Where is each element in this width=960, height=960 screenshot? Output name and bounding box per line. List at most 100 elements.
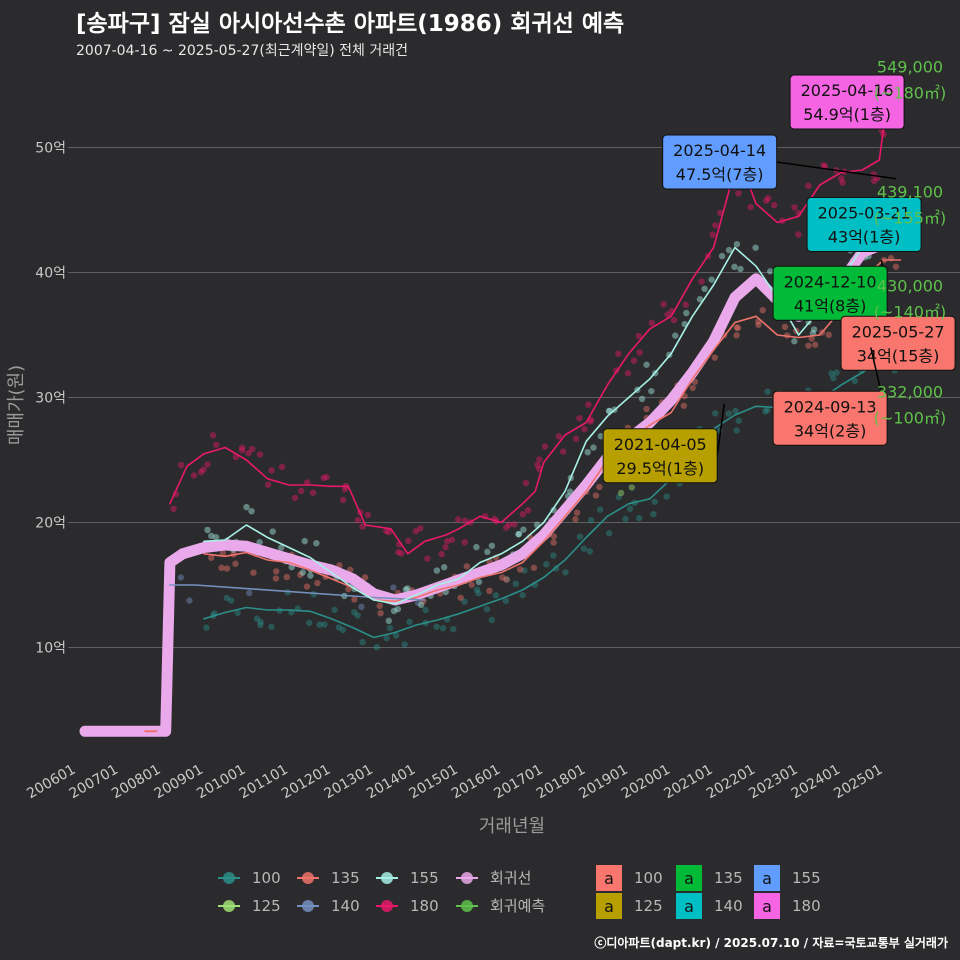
scatter-point (648, 387, 655, 395)
series-line-180 (169, 85, 898, 555)
callout-date: 2024-12-10 (784, 272, 877, 291)
series-line-regression (79, 229, 898, 737)
scatter-point (204, 461, 211, 468)
scatter-point (732, 407, 739, 415)
scatter-point (747, 203, 754, 211)
scatter-point (617, 489, 625, 497)
legend-box-glyph: a (684, 869, 694, 888)
scatter-point (651, 498, 659, 505)
scatter-point (810, 326, 818, 333)
legend-label: 100 (252, 869, 281, 887)
scatter-point (422, 606, 429, 614)
callout-price: 54.9억(1층) (803, 105, 891, 124)
scatter-point (463, 563, 471, 570)
scatter-point (278, 463, 286, 471)
scatter-point (248, 507, 255, 515)
scatter-point (401, 641, 408, 648)
scatter-point (243, 503, 250, 511)
scatter-point (385, 617, 392, 625)
scatter-point (689, 384, 696, 392)
scatter-point (228, 597, 235, 604)
callout-date: 2024-09-13 (784, 397, 877, 416)
scatter-point (454, 516, 462, 523)
scatter-point (499, 574, 506, 581)
scatter-point (331, 606, 338, 614)
y-tick-label: 50억 (35, 141, 66, 157)
scatter-point (733, 427, 740, 434)
scatter-point (219, 550, 227, 557)
scatter-point (213, 441, 220, 449)
scatter-point (405, 537, 412, 545)
forecast-area: (~140㎡) (874, 302, 946, 321)
scatter-point (763, 197, 770, 204)
scatter-point (488, 542, 496, 550)
scatter-point (394, 605, 402, 613)
scatter-point (177, 461, 185, 469)
scatter-point (752, 244, 759, 251)
legend-label: 회귀선 (490, 869, 531, 887)
scatter-point (718, 252, 726, 260)
chart-subtitle: 2007-04-16 ~ 2025-05-27(최근계약일) 전체 거래건 (76, 43, 408, 59)
legend-dot-key (302, 872, 314, 884)
chart-title: [송파구] 잠실 아시아선수촌 아파트(1986) 회귀선 예측 (76, 11, 625, 37)
scatter-point (444, 538, 451, 545)
scatter-point (440, 564, 448, 571)
scatter-point (204, 526, 211, 534)
scatter-point (310, 591, 317, 598)
scatter-point (833, 369, 840, 376)
legend: 100 135 155 회귀선 125 140 180 회귀예측 a 100 a 135 a 155 a 12… (218, 865, 821, 919)
scatter-point (636, 349, 643, 356)
scatter-point (725, 410, 733, 417)
scatter-point (486, 587, 493, 595)
legend-dot-key (461, 872, 473, 884)
legend-box-label: 180 (792, 897, 821, 915)
scatter-point (373, 643, 380, 651)
scatter-point (223, 594, 231, 602)
callout-box (772, 265, 888, 321)
legend-label: 회귀예측 (490, 897, 545, 915)
scatter-point (234, 609, 241, 617)
scatter-point (590, 444, 597, 451)
scatter-point (503, 524, 510, 531)
scatter-point (828, 370, 835, 377)
scatter-point (359, 523, 366, 530)
callout-leader (776, 161, 897, 180)
scatter-point (536, 456, 543, 463)
scatter-point (630, 357, 638, 364)
scatter-point (314, 579, 321, 587)
scatter-point (249, 445, 256, 453)
legend-box-key (596, 893, 622, 919)
callout-box (789, 74, 905, 130)
legend-label: 125 (252, 897, 281, 915)
y-tick-label: 30억 (35, 391, 66, 407)
scatter-point (283, 573, 290, 581)
scatter-point (597, 506, 604, 513)
scatter-point (519, 510, 527, 518)
callout-box (662, 134, 778, 190)
scatter-point (791, 338, 798, 345)
scatter-point (208, 554, 215, 561)
scatter-point (737, 265, 744, 273)
scatter-point (503, 576, 510, 583)
legend-box-glyph: a (604, 897, 614, 916)
scatter-point (341, 486, 349, 493)
scatter-point (417, 525, 424, 532)
callout-price: 43억(1층) (828, 228, 900, 247)
scatter-point (838, 175, 845, 182)
scatter-point (503, 576, 511, 583)
scatter-point (573, 509, 581, 516)
scatter-point (670, 316, 678, 324)
scatter-point (648, 319, 656, 327)
legend-label: 135 (331, 869, 360, 887)
legend-dot-key (223, 900, 235, 912)
scatter-point (805, 342, 812, 349)
scatter-point (791, 204, 798, 211)
callout-box (806, 197, 922, 252)
scatter-point (733, 332, 740, 339)
scatter-point (635, 332, 643, 340)
scatter-point (461, 598, 468, 605)
scatter-point (383, 634, 390, 642)
legend-label: 180 (410, 897, 439, 915)
scatter-point (170, 505, 177, 513)
